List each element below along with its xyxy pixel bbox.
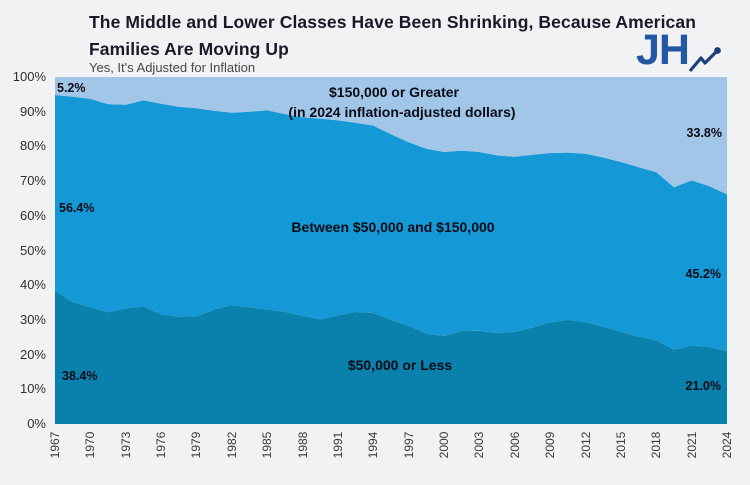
y-axis-label: 10% <box>19 381 46 397</box>
y-axis-label: 40% <box>19 277 46 293</box>
x-axis-label: 2003 <box>472 431 487 459</box>
x-axis-label: 1994 <box>366 431 381 459</box>
y-axis-label: 30% <box>19 311 46 327</box>
y-axis-label: 50% <box>19 242 46 258</box>
logo: JH <box>636 26 725 75</box>
x-axis-label: 1973 <box>118 431 133 459</box>
x-axis-label: 2015 <box>613 431 628 459</box>
x-axis-label: 2012 <box>578 431 593 459</box>
x-axis-label: 1997 <box>401 431 416 459</box>
value-label: 38.4% <box>62 369 98 383</box>
page-title-line2: Families Are Moving Up <box>89 39 289 59</box>
logo-text: JH <box>636 26 690 74</box>
band-label: $50,000 or Less <box>347 357 453 373</box>
x-axis-label: 2024 <box>720 431 734 459</box>
x-axis-label: 2006 <box>507 431 522 459</box>
x-axis-label: 2000 <box>437 431 452 459</box>
x-axis-label: 2018 <box>649 431 664 459</box>
trend-line-icon <box>688 47 721 73</box>
y-axis-label: 100% <box>12 69 46 84</box>
value-label: 56.4% <box>59 201 95 215</box>
x-axis-label: 1979 <box>189 431 204 459</box>
x-axis-label: 1985 <box>260 431 275 459</box>
band-label: (in 2024 inflation-adjusted dollars) <box>288 104 516 120</box>
band-label: Between $50,000 and $150,000 <box>291 219 495 235</box>
x-axis-label: 1976 <box>154 431 169 459</box>
x-axis-label: 1982 <box>224 431 239 459</box>
chart-card: The Middle and Lower Classes Have Been S… <box>12 9 734 458</box>
page-title-line1: The Middle and Lower Classes Have Been S… <box>89 12 696 32</box>
band-label: $150,000 or Greater <box>329 84 459 100</box>
y-axis-label: 80% <box>19 138 46 154</box>
area-50k-or-less <box>55 290 727 424</box>
page-subtitle: Yes, It's Adjusted for Inflation <box>89 60 256 75</box>
value-label: 5.2% <box>57 81 86 95</box>
y-axis-label: 20% <box>19 346 46 362</box>
y-axis-label: 0% <box>27 416 46 431</box>
y-axis-label: 60% <box>19 207 46 223</box>
area-150k-or-greater <box>55 77 727 195</box>
plot-area <box>55 77 727 424</box>
x-axis-label: 2021 <box>684 431 699 459</box>
x-axis-label: 1970 <box>83 431 98 459</box>
value-label: 21.0% <box>685 379 721 393</box>
x-axis-label: 1967 <box>48 431 62 459</box>
value-label: 45.2% <box>685 267 721 281</box>
x-axis-label: 2009 <box>543 431 558 459</box>
y-axis-label: 90% <box>19 103 46 119</box>
x-axis-label: 1988 <box>295 431 310 459</box>
value-label: 33.8% <box>686 126 722 140</box>
y-axis-label: 70% <box>19 173 46 189</box>
page-title: The Middle and Lower Classes Have Been S… <box>89 9 696 63</box>
x-axis-label: 1991 <box>330 431 345 459</box>
area-between-50k-and-150k <box>55 95 727 352</box>
